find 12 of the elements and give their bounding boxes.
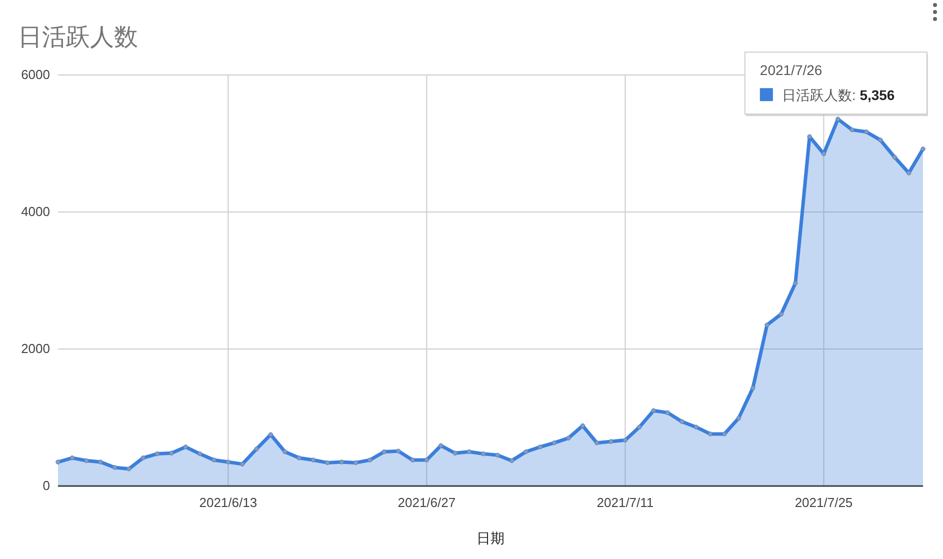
annotation: 日活跃人数: 5,356	[782, 87, 895, 104]
y-tick-label: 0	[42, 478, 50, 494]
x-tick-label: 2021/7/11	[596, 495, 654, 510]
chart-title: 日活跃人数	[18, 24, 138, 51]
x-tick-label: 2021/6/13	[199, 495, 258, 510]
y-tick-label: 2000	[21, 341, 50, 356]
x-tick-label: 2021/6/27	[398, 495, 456, 510]
x-tick-label: 2021/7/25	[794, 495, 853, 510]
x-axis-title: 日期	[476, 530, 504, 546]
y-tick-label: 6000	[21, 67, 50, 82]
y-tick-label: 4000	[21, 204, 50, 220]
annotation: 2021/7/26	[760, 62, 822, 78]
